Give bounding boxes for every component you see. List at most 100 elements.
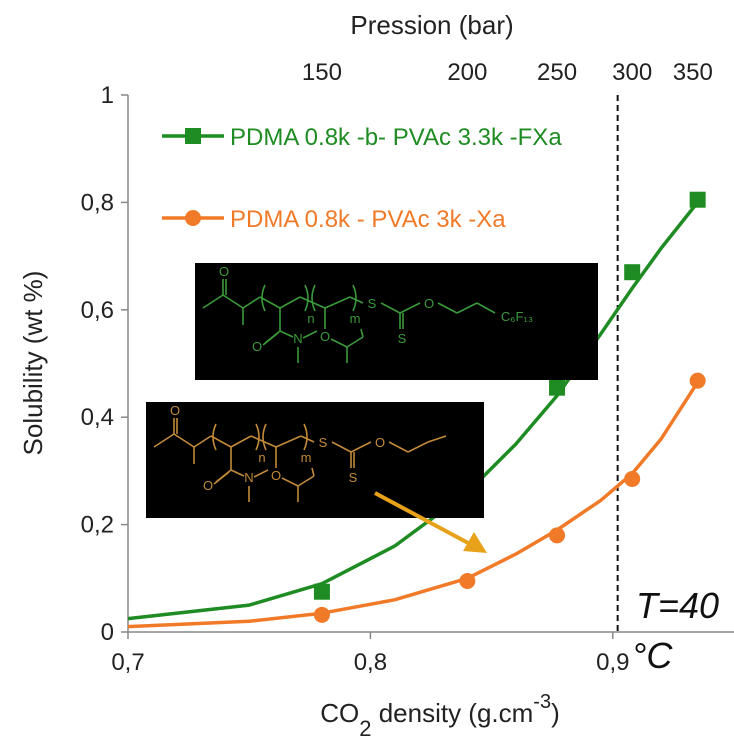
top-tick-label: 300 xyxy=(612,59,652,86)
atom-label: O xyxy=(320,329,330,344)
series-0-fit-line xyxy=(127,201,699,621)
pointer-arrow-shaft xyxy=(374,491,471,546)
atom-label: S xyxy=(349,470,358,485)
bond xyxy=(250,435,277,448)
legend-entry: PDMA 0.8k -b- PVAc 3.3k -FXa xyxy=(230,124,562,151)
atom-label: O xyxy=(375,435,385,450)
temperature-unit-annotation: °C xyxy=(632,635,673,676)
bond xyxy=(311,467,315,477)
bond xyxy=(259,296,281,309)
x-axis-title-part: 2 xyxy=(359,716,371,738)
bond xyxy=(437,302,458,314)
atom-label: N xyxy=(293,331,302,346)
bond xyxy=(302,330,318,339)
series-layer xyxy=(127,191,706,629)
bond xyxy=(399,302,421,314)
top-tick-label: 150 xyxy=(302,59,342,86)
x-axis-title-part: -3 xyxy=(533,691,551,713)
top-axis-title: Pression (bar) xyxy=(350,10,513,40)
bond xyxy=(427,435,447,443)
y-tick-label: 0,8 xyxy=(81,189,114,216)
bond xyxy=(281,477,299,487)
top-tick-label: 200 xyxy=(447,59,487,86)
bond xyxy=(360,328,364,338)
bond xyxy=(279,296,301,309)
atom-label: N xyxy=(244,470,253,485)
x-axis-title-part: ) xyxy=(551,698,560,728)
bond xyxy=(153,433,175,448)
bond xyxy=(407,441,429,453)
structure-0-background xyxy=(195,263,598,380)
atom-label: n xyxy=(258,450,265,465)
x-tick-label: 0,8 xyxy=(354,649,387,676)
bond xyxy=(300,435,315,443)
bond xyxy=(275,435,302,448)
series-1-point xyxy=(624,470,641,487)
x-tick-label: 0,9 xyxy=(596,649,629,676)
bracket xyxy=(255,423,260,451)
bond xyxy=(230,469,245,477)
atom-label: n xyxy=(307,311,314,326)
atom-label: O xyxy=(424,296,434,311)
bond xyxy=(297,475,315,487)
perfluoro-tail-label: C₆F₁₃ xyxy=(501,309,533,324)
legend-swatch-marker xyxy=(185,210,201,226)
bond xyxy=(380,302,401,314)
bracket xyxy=(303,423,308,451)
bond xyxy=(253,469,269,478)
series-1-point xyxy=(459,572,476,589)
atom-label: O xyxy=(203,478,213,493)
atom-label: S xyxy=(398,331,407,346)
bond xyxy=(350,441,372,453)
top-tick-label: 350 xyxy=(673,59,713,86)
series-1-point xyxy=(313,606,330,623)
atom-label: O xyxy=(252,339,262,354)
series-1-point xyxy=(549,527,566,544)
x-axis-title: CO2 density (g.cm-3) xyxy=(320,691,560,738)
atom-label: O xyxy=(170,403,180,418)
structure-1-background xyxy=(146,402,484,518)
bracket xyxy=(304,284,309,312)
series-0-point xyxy=(689,191,706,208)
bond xyxy=(213,471,230,485)
y-axis-title: Solubility (wt %) xyxy=(18,271,48,456)
bond xyxy=(476,302,496,314)
y-tick-label: 0 xyxy=(101,619,114,646)
y-tick-label: 0,6 xyxy=(81,297,114,324)
pointer-arrow-head xyxy=(463,532,487,553)
series-0-point xyxy=(313,583,330,600)
bond xyxy=(299,296,326,309)
bond xyxy=(331,441,352,453)
y-tick-label: 0,4 xyxy=(81,404,114,431)
bracket xyxy=(352,284,357,312)
bond xyxy=(330,338,348,348)
bond xyxy=(324,296,351,309)
top-tick-label: 250 xyxy=(537,59,577,86)
series-0-point xyxy=(624,264,641,281)
atom-label: O xyxy=(271,468,281,483)
bond xyxy=(173,433,195,448)
series-1-fit-line xyxy=(127,381,700,629)
bond xyxy=(279,330,294,338)
bond xyxy=(230,435,252,448)
labels-layer: 0 0,2 0,4 0,6 0,8 1 0,7 0,8 0,9 150 200 250 300 350 So… xyxy=(18,10,719,738)
bond xyxy=(222,294,244,309)
temperature-annotation: T=40 xyxy=(636,585,719,626)
x-tick-label: 0,7 xyxy=(111,649,144,676)
legend-entry: PDMA 0.8k - PVAc 3k -Xa xyxy=(230,206,506,233)
y-tick-label: 0,2 xyxy=(81,512,114,539)
bracket xyxy=(311,284,316,312)
atom-label: m xyxy=(301,450,312,465)
bond xyxy=(210,435,232,448)
atom-label: S xyxy=(368,296,377,311)
y-tick-label: 1 xyxy=(101,82,114,109)
bond xyxy=(388,441,409,453)
x-axis-title-part: density (g.cm xyxy=(371,698,533,728)
bracket xyxy=(262,423,267,451)
bond xyxy=(456,302,478,314)
atom-label: O xyxy=(219,264,229,279)
